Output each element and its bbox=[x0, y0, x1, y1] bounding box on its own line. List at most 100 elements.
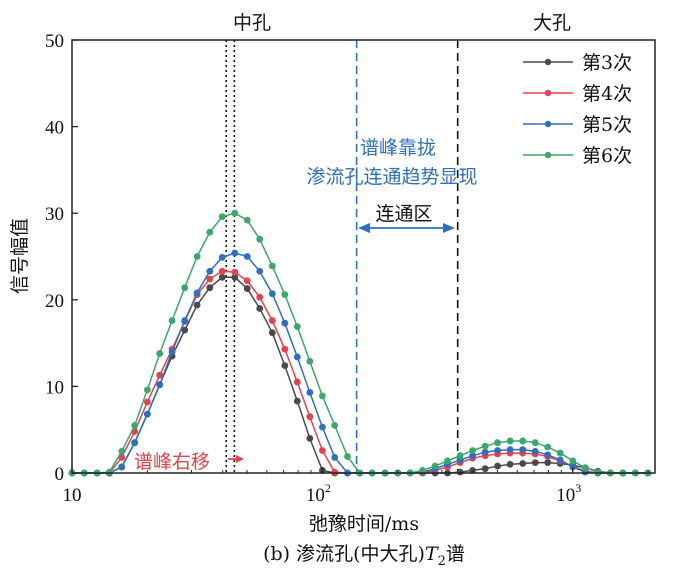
y-tick-label: 30 bbox=[45, 204, 64, 225]
annotation-connect-zone: 连通区 bbox=[375, 203, 432, 225]
series-4 bbox=[68, 267, 652, 477]
figure-caption: (b) 渗流孔(中大孔)T2谱 bbox=[263, 543, 465, 569]
data-point bbox=[143, 410, 151, 418]
annotation-converge-1: 谱峰靠拢 bbox=[360, 137, 436, 159]
data-point bbox=[118, 463, 126, 471]
data-point bbox=[481, 448, 489, 456]
data-point bbox=[281, 345, 289, 353]
data-point bbox=[218, 273, 226, 281]
data-point bbox=[306, 357, 314, 365]
data-point bbox=[268, 262, 276, 270]
data-point bbox=[243, 216, 251, 224]
x-tick-label: 103 bbox=[556, 481, 581, 506]
data-point bbox=[143, 386, 151, 394]
data-point bbox=[481, 465, 489, 473]
data-point bbox=[243, 253, 251, 260]
annotation-large-pore: 大孔 bbox=[533, 12, 571, 34]
data-point bbox=[306, 413, 314, 421]
legend-marker bbox=[544, 120, 552, 128]
data-point bbox=[581, 464, 589, 472]
data-point bbox=[494, 462, 502, 470]
data-point bbox=[293, 397, 301, 405]
data-point bbox=[168, 348, 176, 356]
data-point bbox=[469, 447, 476, 454]
data-point bbox=[206, 267, 214, 275]
plot-area bbox=[225, 40, 459, 473]
y-tick-label: 50 bbox=[45, 31, 64, 52]
series-line bbox=[72, 212, 648, 474]
data-point bbox=[193, 253, 201, 260]
data-point bbox=[506, 437, 514, 445]
data-point bbox=[256, 305, 264, 312]
data-point bbox=[143, 398, 151, 406]
connect-zone-arrow bbox=[358, 223, 455, 233]
legend-label: 第6次 bbox=[582, 145, 632, 167]
data-point bbox=[456, 452, 464, 460]
annotation-converge-2: 渗流孔连通趋势显现 bbox=[306, 166, 477, 188]
data-point bbox=[506, 446, 514, 454]
legend-marker bbox=[544, 89, 552, 97]
data-point bbox=[231, 268, 239, 276]
series-group bbox=[68, 209, 652, 477]
data-point bbox=[293, 353, 301, 361]
legend-marker bbox=[544, 151, 552, 159]
data-point bbox=[231, 249, 239, 257]
x-axis-label: 弛豫时间/ms bbox=[309, 513, 419, 535]
data-point bbox=[519, 460, 527, 467]
data-point bbox=[318, 423, 326, 431]
data-point bbox=[456, 468, 464, 476]
data-point bbox=[544, 451, 552, 459]
data-point bbox=[331, 454, 339, 461]
legend-item-6: 第6次 bbox=[523, 145, 632, 167]
annotation-mid-pore: 中孔 bbox=[233, 12, 271, 34]
data-point bbox=[494, 447, 502, 454]
data-point bbox=[193, 289, 201, 297]
data-point bbox=[306, 389, 314, 396]
y-tick-label: 0 bbox=[55, 464, 65, 485]
data-point bbox=[318, 392, 326, 400]
y-tick-label: 10 bbox=[45, 377, 64, 398]
data-point bbox=[181, 284, 189, 292]
data-point bbox=[419, 467, 426, 474]
data-point bbox=[206, 275, 214, 283]
y-tick-label: 40 bbox=[45, 118, 64, 139]
data-point bbox=[243, 285, 251, 292]
series-line bbox=[72, 252, 648, 474]
data-point bbox=[519, 446, 527, 454]
data-point bbox=[331, 421, 339, 429]
data-point bbox=[206, 228, 214, 236]
data-point bbox=[444, 457, 451, 465]
x-tick-label: 10 bbox=[63, 485, 82, 506]
data-point bbox=[281, 319, 289, 327]
data-point bbox=[306, 434, 314, 442]
data-point bbox=[243, 277, 251, 285]
data-point bbox=[594, 468, 602, 476]
data-point bbox=[118, 454, 126, 461]
data-point bbox=[293, 323, 301, 331]
data-point bbox=[231, 273, 239, 281]
annotation-peak-shift: 谱峰右移 bbox=[134, 451, 210, 473]
data-point bbox=[105, 468, 113, 476]
data-point bbox=[544, 459, 552, 467]
series-6 bbox=[68, 209, 652, 477]
data-point bbox=[556, 456, 564, 464]
legend-marker bbox=[544, 58, 552, 66]
data-point bbox=[131, 439, 139, 447]
data-point bbox=[156, 371, 164, 379]
data-point bbox=[281, 291, 289, 299]
data-point bbox=[131, 421, 139, 429]
data-point bbox=[531, 439, 539, 447]
data-point bbox=[481, 442, 489, 450]
plot-frame bbox=[71, 39, 656, 474]
data-point bbox=[331, 468, 339, 476]
data-point bbox=[218, 253, 226, 261]
data-point bbox=[281, 362, 289, 370]
legend-item-3: 第3次 bbox=[523, 52, 632, 74]
data-point bbox=[531, 447, 539, 455]
data-point bbox=[218, 213, 226, 221]
data-point bbox=[156, 381, 164, 389]
data-point bbox=[556, 449, 564, 457]
data-point bbox=[156, 350, 164, 357]
data-point bbox=[168, 317, 176, 324]
